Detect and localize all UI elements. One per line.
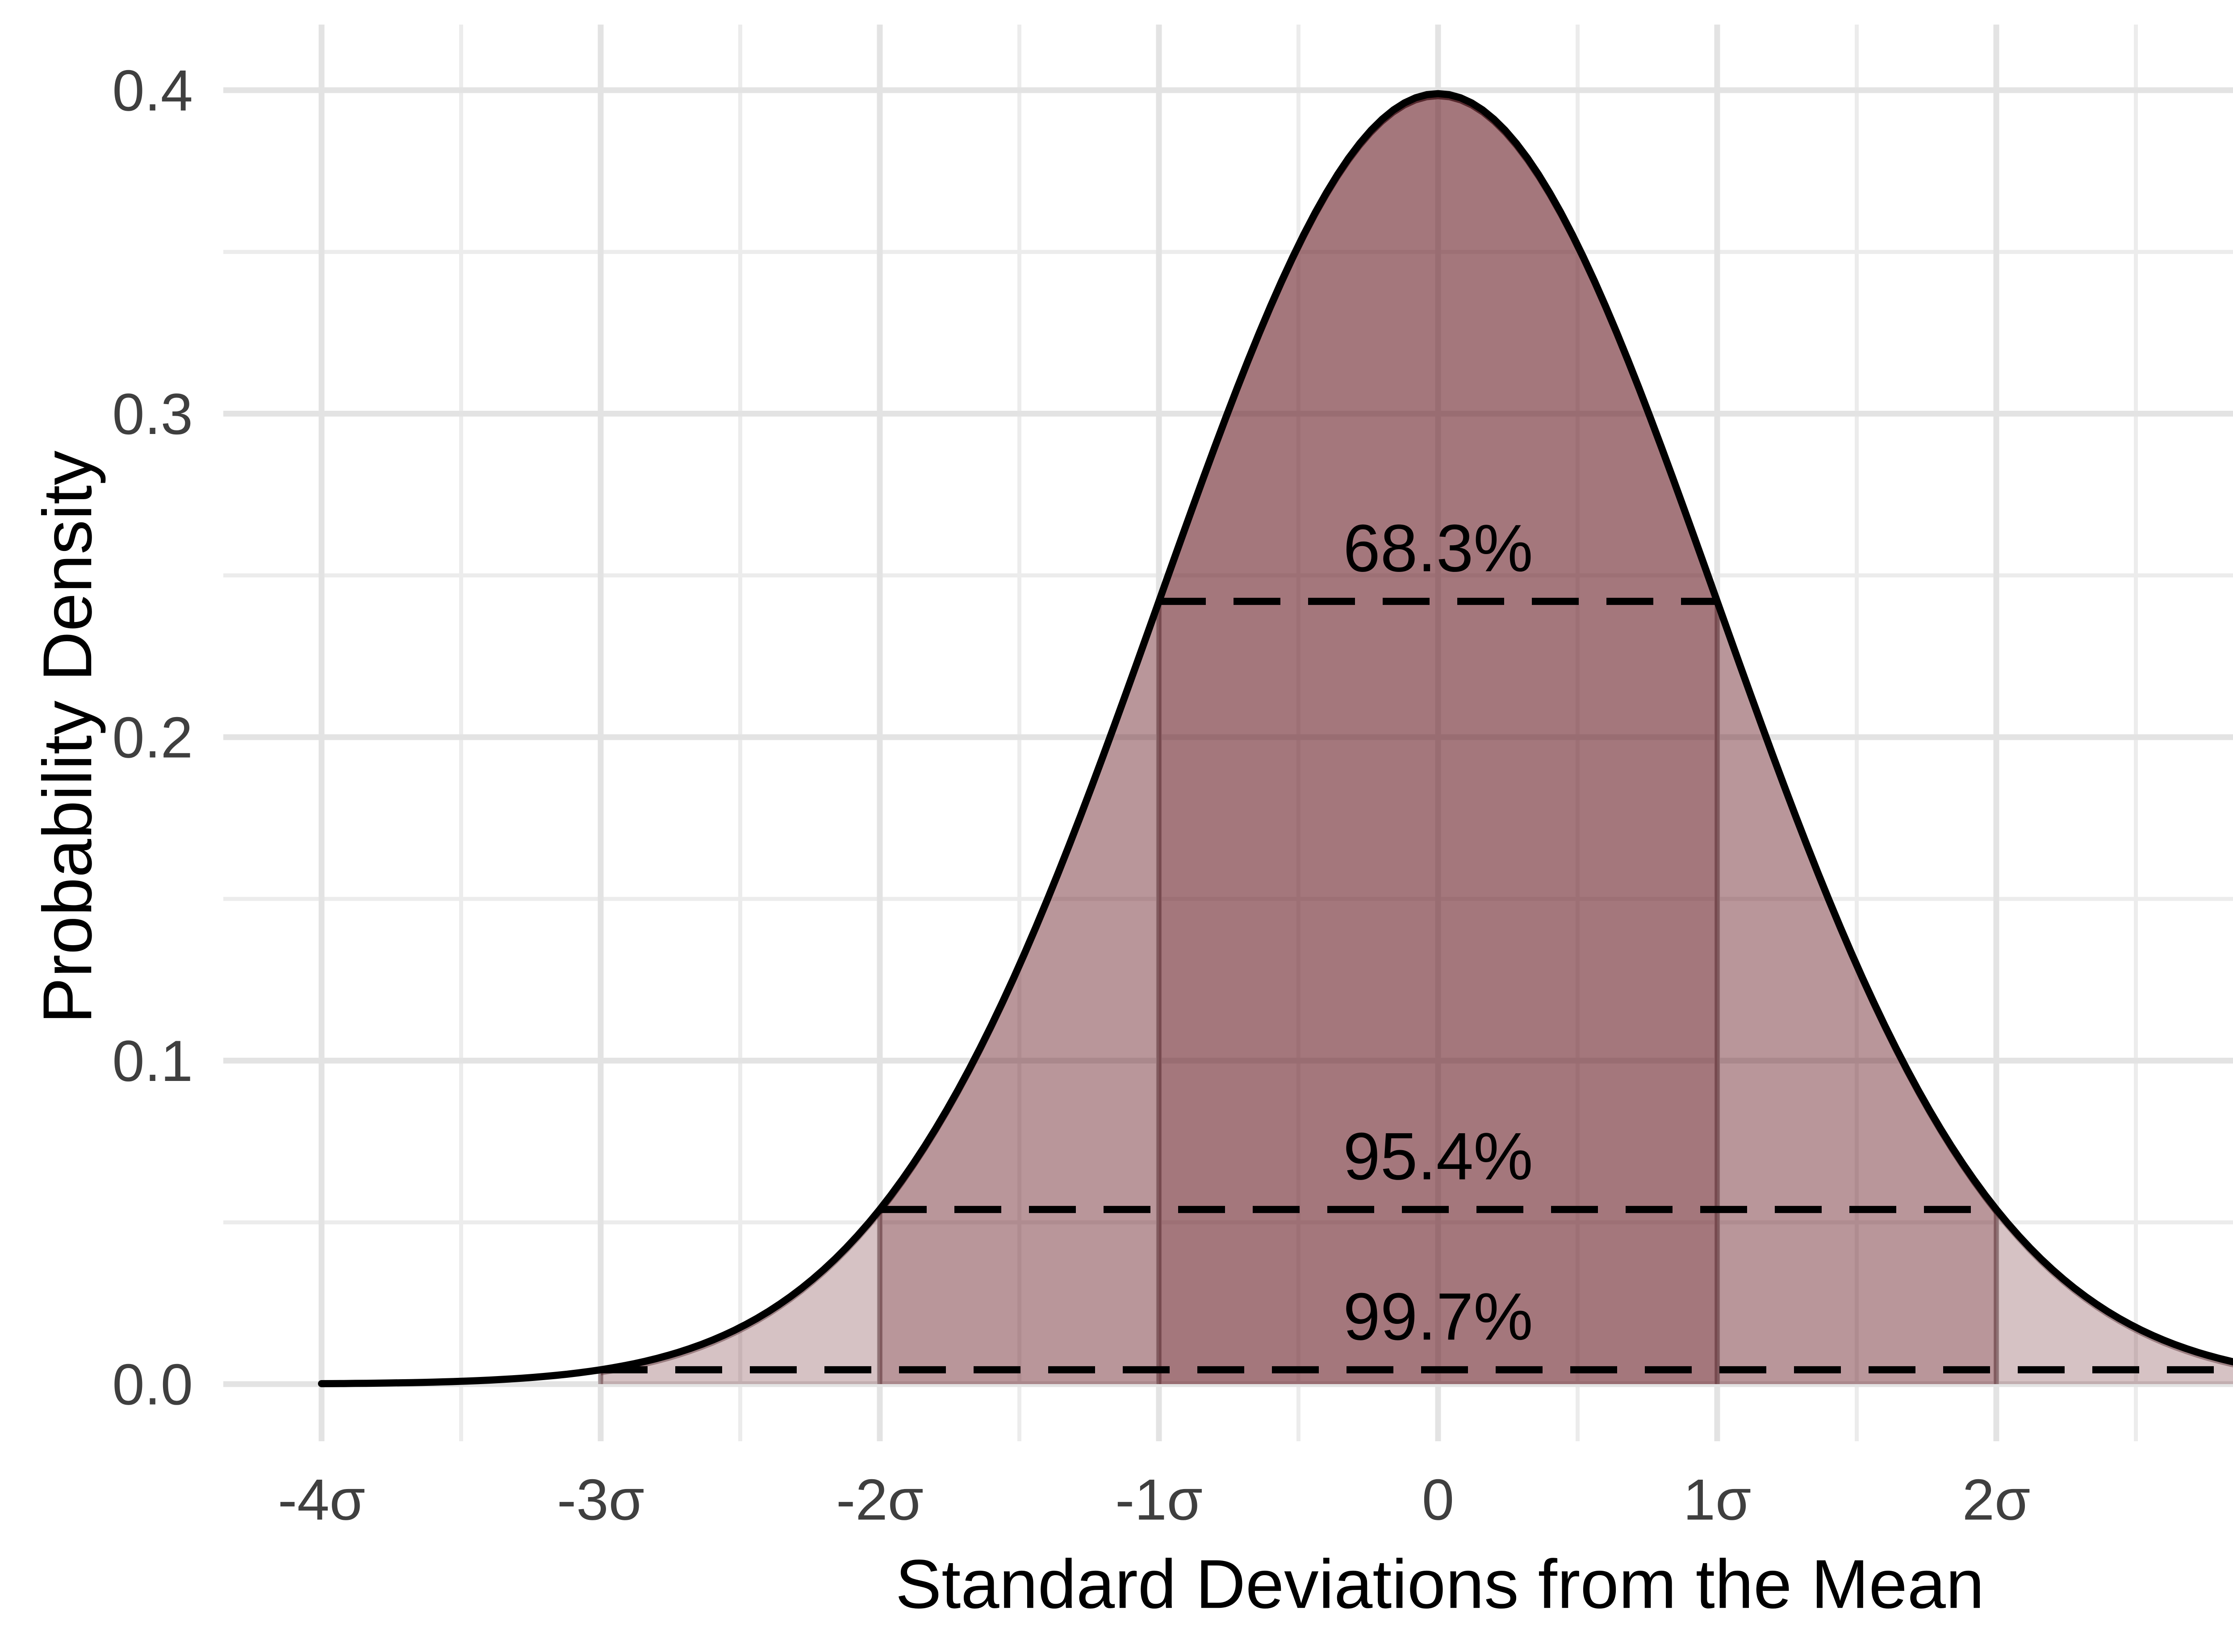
density-curve-group — [318, 90, 2233, 1387]
y-axis-title: Probability Density — [29, 451, 106, 1024]
axis-tick-labels: -4σ-3σ-2σ-1σ01σ2σ3σ4σ0.00.10.20.30.4 — [112, 58, 2031, 1532]
coverage-annotations: 68.3% 95.4% 99.7% — [601, 510, 2233, 1373]
sigma-band-fill-3 — [601, 93, 2233, 1384]
y-tick-label: 0.4 — [112, 58, 193, 123]
y-tick-label: 0.0 — [112, 1352, 193, 1417]
sigma-band-fill-1 — [1159, 93, 1717, 1385]
coverage-label-2sigma: 95.4% — [1343, 1118, 1533, 1193]
x-tick-label: -1σ — [1115, 1467, 1203, 1532]
x-tick-label: -3σ — [557, 1467, 644, 1532]
x-tick-label: 0 — [1422, 1467, 1454, 1532]
x-tick-label: 1σ — [1683, 1467, 1752, 1532]
sigma-band-fills — [601, 93, 2233, 1385]
sigma-band-fill-2 — [880, 93, 1996, 1385]
x-tick-label: -4σ — [278, 1467, 365, 1532]
x-axis-title: Standard Deviations from the Mean — [895, 1545, 1984, 1623]
x-tick-label: 2σ — [1962, 1467, 2031, 1532]
x-tick-label: -2σ — [836, 1467, 924, 1532]
y-tick-label: 0.2 — [112, 705, 193, 770]
coverage-label-3sigma: 99.7% — [1343, 1279, 1533, 1354]
density-curve — [318, 90, 2233, 1387]
coverage-label-1sigma: 68.3% — [1343, 510, 1533, 585]
y-tick-label: 0.1 — [112, 1028, 193, 1093]
y-tick-label: 0.3 — [112, 381, 193, 446]
